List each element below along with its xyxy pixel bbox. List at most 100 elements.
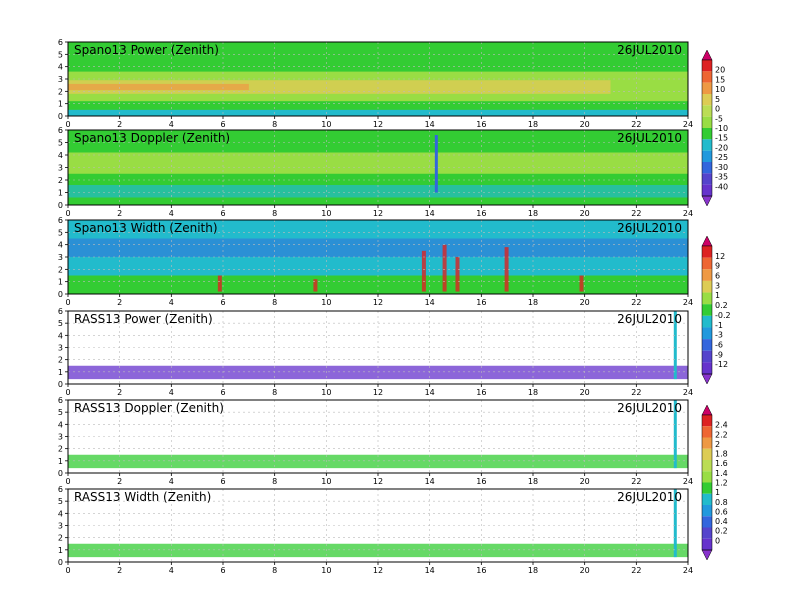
y-tick-label: 0 <box>58 290 63 299</box>
x-tick-label: 6 <box>220 298 225 307</box>
colorbar-segment <box>702 315 712 328</box>
y-tick-label: 1 <box>58 100 63 109</box>
x-tick-label: 22 <box>631 120 641 129</box>
x-tick-label: 8 <box>272 388 277 397</box>
y-tick-label: 1 <box>58 457 63 466</box>
colorbar-segment <box>702 362 712 374</box>
y-tick-label: 5 <box>58 228 63 237</box>
panel-title: Spano13 Power (Zenith) <box>74 43 219 57</box>
panel-date: 26JUL2010 <box>617 131 682 145</box>
colorbar-label: 2 <box>715 440 720 449</box>
y-tick-label: 5 <box>58 408 63 417</box>
panel-date: 26JUL2010 <box>617 43 682 57</box>
colorbar-segment <box>702 184 712 196</box>
x-tick-label: 16 <box>476 120 486 129</box>
power-core <box>68 80 611 94</box>
x-tick-label: 14 <box>425 298 435 307</box>
colorbar-label: 0.6 <box>715 507 728 516</box>
colorbar-segment <box>702 448 712 460</box>
y-tick-label: 5 <box>58 497 63 506</box>
colorbar-label: -35 <box>715 173 728 182</box>
colorbar-segment <box>702 327 712 340</box>
panel-title: RASS13 Width (Zenith) <box>74 490 211 504</box>
colorbar-segment <box>702 493 712 505</box>
y-tick-label: 6 <box>58 216 63 225</box>
colorbar-label: -3 <box>715 331 723 340</box>
y-tick-label: 2 <box>58 356 63 365</box>
colorbar-top-arrow <box>701 235 713 247</box>
x-tick-label: 20 <box>580 477 590 486</box>
x-tick-label: 8 <box>272 566 277 575</box>
width-band <box>68 238 688 257</box>
y-tick-label: 0 <box>58 558 63 567</box>
x-tick-label: 22 <box>631 388 641 397</box>
y-tick-label: 0 <box>58 201 63 210</box>
y-tick-label: 5 <box>58 139 63 148</box>
x-tick-label: 22 <box>631 477 641 486</box>
x-tick-label: 0 <box>65 120 70 129</box>
colorbar-label: -10 <box>715 124 728 133</box>
x-tick-label: 20 <box>580 566 590 575</box>
doppler-spike <box>434 135 438 193</box>
colorbar-segment <box>702 460 712 472</box>
y-tick-label: 2 <box>58 445 63 454</box>
rass-spike <box>673 489 677 558</box>
x-tick-label: 10 <box>321 120 331 129</box>
colorbar-label: 15 <box>715 75 725 84</box>
width-burst-3 <box>442 244 447 292</box>
x-tick-label: 18 <box>528 120 538 129</box>
colorbar-label: 20 <box>715 66 725 75</box>
x-tick-label: 12 <box>373 566 383 575</box>
x-tick-label: 18 <box>528 298 538 307</box>
colorbar-label: 0 <box>715 536 720 545</box>
y-tick-label: 6 <box>58 396 63 405</box>
panel-title: RASS13 Doppler (Zenith) <box>74 401 224 415</box>
y-tick-label: 2 <box>58 265 63 274</box>
colorbar-segment <box>702 292 712 305</box>
colorbar-segment <box>702 527 712 539</box>
colorbar-label: -25 <box>715 153 728 162</box>
y-tick-label: 5 <box>58 50 63 59</box>
x-tick-label: 14 <box>425 120 435 129</box>
y-tick-label: 6 <box>58 307 63 316</box>
colorbar-label: 5 <box>715 95 720 104</box>
colorbar-segment <box>702 116 712 128</box>
x-tick-label: 2 <box>117 298 122 307</box>
x-tick-label: 2 <box>117 120 122 129</box>
x-tick-label: 8 <box>272 477 277 486</box>
y-tick-label: 5 <box>58 319 63 328</box>
x-tick-label: 18 <box>528 566 538 575</box>
colorbar-label: 0.2 <box>715 301 728 310</box>
x-tick-label: 12 <box>373 298 383 307</box>
y-tick-label: 0 <box>58 112 63 121</box>
y-tick-label: 3 <box>58 433 63 442</box>
panel-date: 26JUL2010 <box>617 221 682 235</box>
width-burst-0 <box>217 275 222 292</box>
y-tick-label: 0 <box>58 380 63 389</box>
colorbar-label: 0.8 <box>715 498 728 507</box>
colorbar-bottom-arrow <box>701 373 713 385</box>
x-tick-label: 4 <box>169 388 174 397</box>
colorbar-label: -30 <box>715 163 728 172</box>
colorbar-segment <box>702 538 712 550</box>
x-tick-label: 16 <box>476 477 486 486</box>
x-tick-label: 12 <box>373 388 383 397</box>
colorbar-segment <box>702 60 712 72</box>
colorbar-frame <box>701 414 713 551</box>
x-tick-label: 20 <box>580 209 590 218</box>
x-tick-label: 8 <box>272 298 277 307</box>
cb-rass: 2.42.221.81.61.41.210.80.60.40.20 <box>701 404 728 561</box>
y-tick-label: 4 <box>58 509 63 518</box>
x-tick-label: 20 <box>580 388 590 397</box>
rass-spike <box>673 400 677 469</box>
x-tick-label: 14 <box>425 388 435 397</box>
x-tick-label: 8 <box>272 120 277 129</box>
x-tick-label: 24 <box>683 477 693 486</box>
colorbar-label: -12 <box>715 360 728 369</box>
x-tick-label: 2 <box>117 566 122 575</box>
colorbar-label: -40 <box>715 182 728 191</box>
y-tick-label: 1 <box>58 368 63 377</box>
width-burst-5 <box>504 247 509 292</box>
